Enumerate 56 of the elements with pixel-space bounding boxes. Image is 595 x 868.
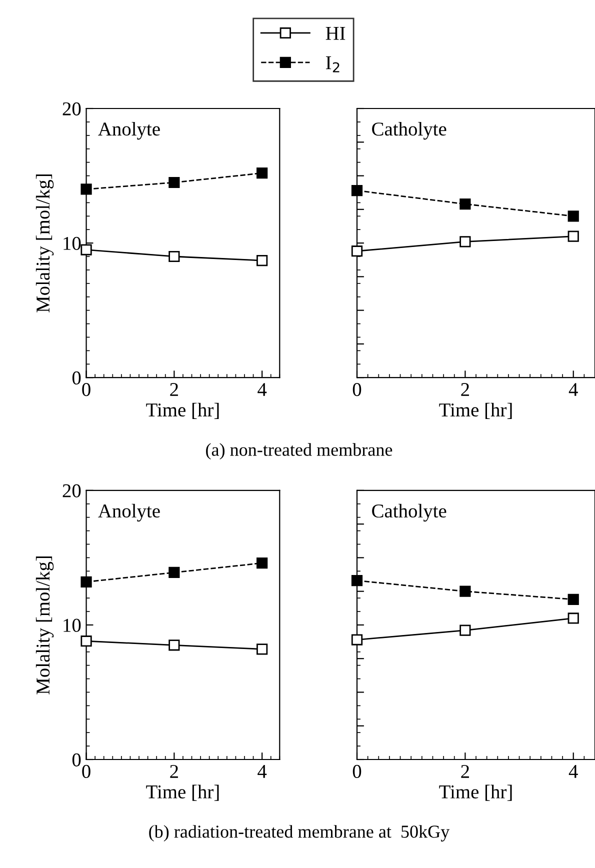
x-axis-title: Time [hr] bbox=[146, 784, 219, 801]
y-tick-label: 0 bbox=[72, 371, 81, 385]
x-tick-label: 0 bbox=[82, 383, 90, 396]
point bbox=[460, 198, 471, 210]
point bbox=[80, 576, 92, 588]
point bbox=[351, 634, 363, 646]
point bbox=[568, 230, 579, 242]
x-tick-label: 2 bbox=[461, 383, 469, 396]
y-axis-title: Molality [mol/kg] bbox=[36, 556, 54, 694]
legend-label: I$_{2}$ bbox=[326, 56, 340, 72]
x-axis-title: Time [hr] bbox=[439, 402, 512, 419]
point bbox=[568, 594, 579, 605]
text: (b) radiation-treated membrane at 50kGy bbox=[149, 825, 450, 842]
text: Anolyte bbox=[98, 504, 160, 522]
point bbox=[256, 254, 268, 266]
text: Catholyte bbox=[372, 122, 446, 140]
point bbox=[351, 575, 363, 586]
point bbox=[256, 558, 268, 569]
x-tick-label: 2 bbox=[170, 383, 178, 396]
y-axis-title: Molality [mol/kg] bbox=[36, 174, 54, 312]
x-tick-label: 0 bbox=[352, 383, 362, 396]
text: Catholyte bbox=[372, 504, 446, 522]
x-tick-label: 0 bbox=[352, 764, 362, 778]
text: Anolyte bbox=[98, 122, 160, 140]
point bbox=[80, 244, 92, 256]
point bbox=[568, 210, 579, 222]
point bbox=[168, 250, 180, 262]
point bbox=[460, 236, 471, 248]
point bbox=[351, 185, 363, 196]
point bbox=[80, 184, 92, 195]
point bbox=[168, 566, 180, 578]
x-tick-label: 4 bbox=[568, 765, 578, 778]
y-tick-label: 10 bbox=[64, 618, 81, 632]
x-tick-label: 4 bbox=[258, 765, 267, 778]
point bbox=[256, 644, 268, 655]
x-tick-label: 2 bbox=[170, 764, 178, 778]
text: (a) non-treated membrane bbox=[206, 443, 392, 460]
y-tick-label: 10 bbox=[64, 236, 81, 250]
point bbox=[460, 586, 471, 597]
x-axis-title: Time [hr] bbox=[146, 402, 219, 419]
x-tick-label: 2 bbox=[461, 764, 469, 778]
legend-label: HI bbox=[326, 27, 346, 40]
point bbox=[568, 612, 579, 624]
point bbox=[256, 168, 268, 179]
y-tick-label: 0 bbox=[72, 753, 81, 766]
x-axis-title: Time [hr] bbox=[439, 784, 512, 801]
point bbox=[460, 624, 471, 636]
point bbox=[168, 640, 180, 651]
point bbox=[80, 636, 92, 647]
point bbox=[351, 246, 363, 257]
y-tick-label: 20 bbox=[62, 484, 81, 498]
point bbox=[168, 176, 180, 188]
y-tick-label: 20 bbox=[62, 102, 81, 116]
x-tick-label: 4 bbox=[258, 383, 267, 396]
x-tick-label: 0 bbox=[82, 764, 90, 778]
x-tick-label: 4 bbox=[568, 383, 578, 396]
